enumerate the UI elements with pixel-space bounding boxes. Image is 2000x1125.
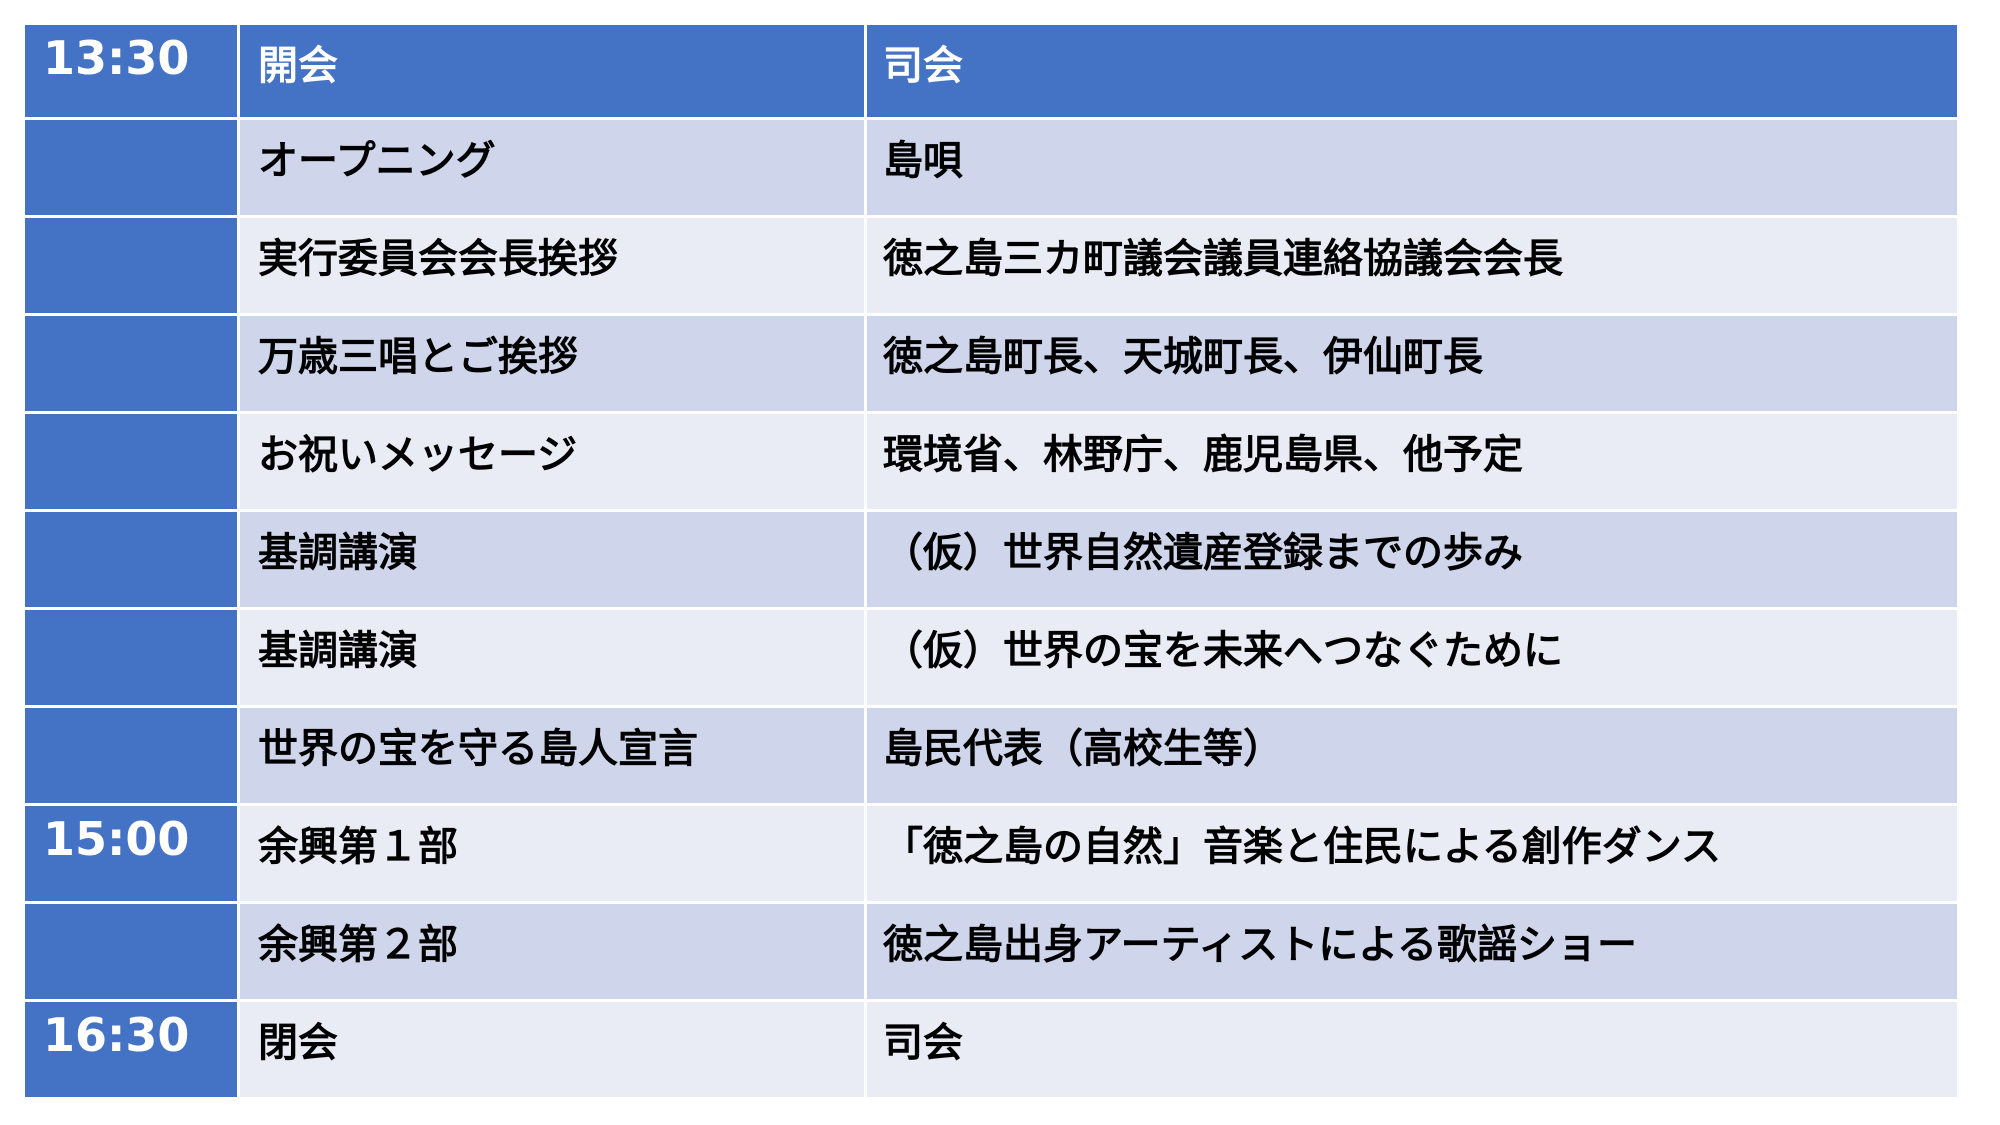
time-cell — [25, 414, 237, 509]
time-cell: 13:30 — [25, 25, 237, 117]
program-detail-cell: （仮）世界自然遺産登録までの歩み — [867, 512, 1957, 607]
time-cell — [25, 610, 237, 705]
program-item-cell: お祝いメッセージ — [240, 414, 864, 509]
program-detail-cell: 「徳之島の自然」音楽と住民による創作ダンス — [867, 806, 1957, 901]
program-item-cell: 余興第２部 — [240, 904, 864, 999]
time-cell — [25, 218, 237, 313]
time-cell — [25, 708, 237, 803]
program-item-cell: 万歳三唱とご挨拶 — [240, 316, 864, 411]
time-cell — [25, 512, 237, 607]
program-detail-cell: 司会 — [867, 1002, 1957, 1097]
program-item-cell: 余興第１部 — [240, 806, 864, 901]
time-cell: 15:00 — [25, 806, 237, 901]
program-detail-cell: 徳之島三カ町議会議員連絡協議会会長 — [867, 218, 1957, 313]
program-item-cell: オープニング — [240, 120, 864, 215]
program-item-cell: 閉会 — [240, 1002, 864, 1097]
program-detail-cell: 徳之島町長、天城町長、伊仙町長 — [867, 316, 1957, 411]
time-cell: 16:30 — [25, 1002, 237, 1097]
program-detail-cell: （仮）世界の宝を未来へつなぐために — [867, 610, 1957, 705]
program-detail-cell: 島民代表（高校生等） — [867, 708, 1957, 803]
time-cell — [25, 904, 237, 999]
program-detail-cell: 司会 — [867, 25, 1957, 117]
program-item-cell: 開会 — [240, 25, 864, 117]
program-item-cell: 世界の宝を守る島人宣言 — [240, 708, 864, 803]
time-cell — [25, 316, 237, 411]
program-detail-cell: 島唄 — [867, 120, 1957, 215]
program-item-cell: 基調講演 — [240, 610, 864, 705]
program-detail-cell: 徳之島出身アーティストによる歌謡ショー — [867, 904, 1957, 999]
program-item-cell: 基調講演 — [240, 512, 864, 607]
program-item-cell: 実行委員会会長挨拶 — [240, 218, 864, 313]
program-detail-cell: 環境省、林野庁、鹿児島県、他予定 — [867, 414, 1957, 509]
program-schedule-table: 13:30 開会 司会 オープニング 島唄 実行委員会会長挨拶 徳之島三カ町議会議員連絡協議… — [25, 25, 1957, 1097]
time-cell — [25, 120, 237, 215]
